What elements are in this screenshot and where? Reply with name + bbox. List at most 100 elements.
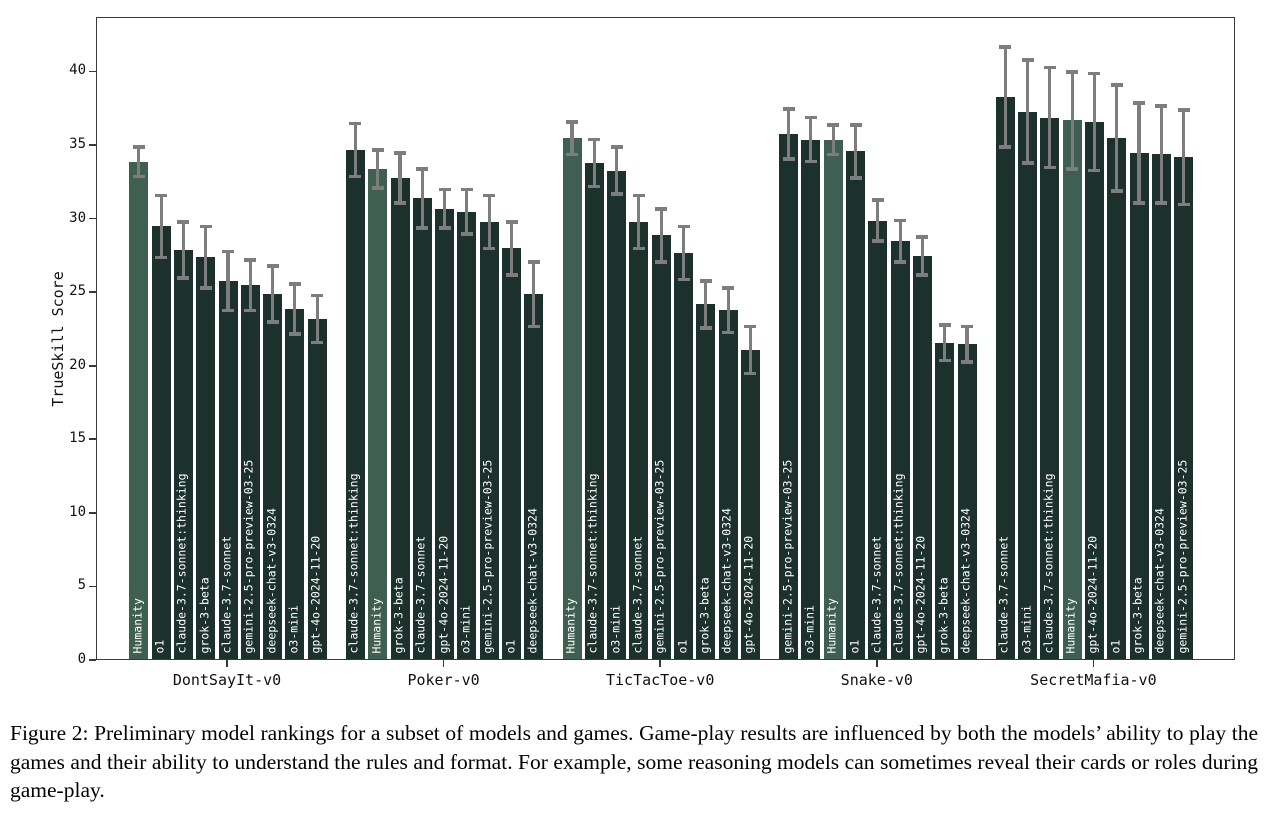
error-bar-cap-top [132, 145, 145, 149]
bar-label: gpt-4o-2024-11-20 [308, 535, 323, 653]
bar-label: o3-mini [1019, 604, 1033, 653]
error-bar-stem [487, 195, 491, 249]
bar [890, 241, 910, 659]
bar-label: o3-mini [458, 604, 473, 653]
error-bar-stem [681, 226, 686, 280]
error-bar-cap-top [610, 145, 623, 149]
bar-label: gemini-2.5-pro-preview-03-25 [241, 459, 256, 653]
error-bar-cap-top [999, 45, 1012, 49]
x-group-label: SecretMafia-v0 [1030, 671, 1157, 689]
bar [1018, 111, 1037, 659]
error-bar-stem [704, 280, 708, 328]
error-bar-cap-top [804, 115, 817, 120]
error-bar-cap-bottom [438, 226, 451, 230]
y-tick-label: 0 [77, 651, 86, 667]
error-bar-cap-bottom [782, 156, 795, 161]
y-tick-mark [89, 291, 96, 293]
error-bar-cap-top [1066, 70, 1079, 74]
error-bar-stem [726, 288, 730, 333]
y-tick-label: 25 [69, 283, 86, 300]
error-bar-cap-bottom [177, 276, 190, 280]
bar [1040, 117, 1060, 659]
bar [718, 310, 738, 659]
error-bar-cap-top [1088, 71, 1101, 76]
error-bar-cap-bottom [155, 255, 168, 260]
bar [240, 285, 260, 659]
error-bar-cap-bottom [804, 159, 817, 164]
bar-label: claude-3.7-sonnet [869, 535, 884, 653]
bar-label: deepseek-chat-v3-0324 [525, 507, 540, 653]
bar-label: o1 [847, 639, 861, 653]
y-tick-mark [89, 70, 96, 73]
error-bar-cap-bottom [610, 192, 623, 196]
error-bar-cap-top [655, 206, 668, 211]
error-bar-stem [1092, 73, 1096, 171]
error-bar-stem [876, 199, 880, 242]
bar-label: grok-3-beta [697, 576, 712, 653]
error-bar-stem [509, 222, 514, 275]
bar-label: gemini-2.5-pro-preview-03-25 [480, 459, 495, 653]
bar [524, 294, 544, 659]
error-bar-cap-bottom [871, 239, 884, 243]
error-bar-cap-bottom [1021, 161, 1034, 165]
error-bar-cap-bottom [460, 231, 473, 236]
error-bar-cap-top [849, 123, 862, 127]
y-tick-mark [89, 438, 96, 441]
error-bar-cap-bottom [311, 340, 324, 345]
bar-label: grok-3-beta [391, 576, 406, 653]
error-bar-cap-top [460, 187, 473, 192]
bar [1107, 138, 1127, 659]
figure-caption: Figure 2: Preliminary model rankings for… [10, 721, 1258, 803]
error-bar-cap-top [349, 121, 362, 126]
bar [151, 226, 171, 659]
y-tick-mark [89, 364, 96, 367]
error-bar-cap-top [894, 218, 907, 223]
error-bar-cap-bottom [244, 308, 257, 313]
y-tick-label: 15 [69, 430, 86, 447]
x-tick-mark [442, 660, 445, 667]
error-bar-stem [1137, 102, 1141, 203]
bar-label: deepseek-chat-v3-0324 [1152, 507, 1167, 653]
bar [995, 96, 1015, 659]
error-bar-cap-top [588, 137, 601, 142]
error-bar-stem [1003, 46, 1007, 147]
bar [435, 208, 455, 659]
error-bar-cap-bottom [744, 371, 757, 376]
error-bar-cap-bottom [505, 273, 518, 277]
bar-label: grok-3-beta [936, 576, 951, 653]
error-bar-cap-bottom [371, 186, 384, 190]
error-bar-cap-top [744, 324, 757, 329]
bar [935, 342, 955, 659]
error-bar-cap-top [311, 293, 324, 298]
y-tick-mark [89, 659, 96, 661]
error-bar-cap-top [632, 193, 645, 198]
bar-label: gpt-4o-2024-11-20 [1085, 535, 1100, 653]
error-bar-stem [965, 326, 969, 362]
error-bar-cap-top [155, 193, 168, 198]
error-bar-cap-top [1155, 103, 1168, 108]
y-tick-mark [89, 217, 96, 220]
error-bar-stem [398, 152, 402, 203]
error-bar-cap-bottom [938, 358, 951, 363]
bar-label: Humanity [824, 597, 839, 653]
error-bar-stem [204, 226, 208, 289]
bar [263, 294, 283, 659]
error-bar-stem [293, 283, 297, 334]
error-bar-cap-top [288, 282, 301, 286]
error-bar-cap-bottom [349, 174, 362, 179]
error-bar-cap-top [1021, 58, 1034, 62]
error-bar-cap-bottom [677, 277, 690, 282]
bar-label: claude-3.7-sonnet [996, 535, 1011, 653]
error-bar-cap-top [566, 120, 578, 124]
error-bar-cap-top [1177, 108, 1190, 112]
error-bar-cap-bottom [632, 246, 645, 251]
bar-label: o1 [1108, 639, 1123, 653]
error-bar-stem [1159, 105, 1163, 203]
error-bar-stem [943, 325, 947, 361]
bar-label: Humanity [130, 597, 145, 653]
error-bar-cap-bottom [1043, 165, 1056, 170]
bar-label: Humanity [1063, 597, 1078, 653]
bar [1151, 154, 1171, 659]
error-bar-cap-top [1133, 101, 1145, 105]
bar [1174, 157, 1194, 659]
